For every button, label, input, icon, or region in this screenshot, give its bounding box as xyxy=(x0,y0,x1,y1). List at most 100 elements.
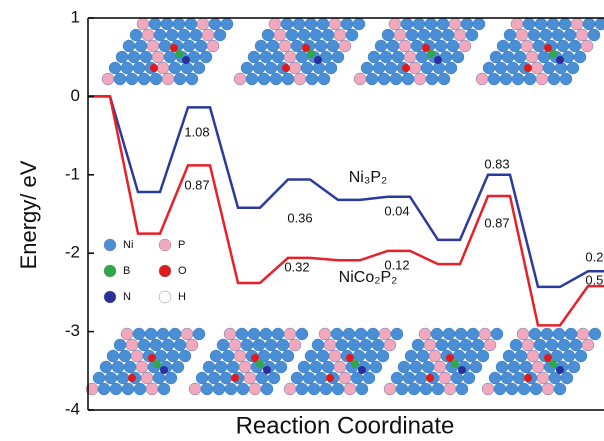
atom xyxy=(270,350,282,362)
atom xyxy=(260,51,272,63)
atom xyxy=(296,328,308,340)
atom xyxy=(408,383,420,395)
atom xyxy=(426,374,434,382)
atom xyxy=(158,383,170,395)
atom xyxy=(377,350,389,362)
atom xyxy=(558,339,570,351)
atom xyxy=(535,18,547,30)
atom xyxy=(445,62,457,74)
atom xyxy=(530,383,542,395)
atom xyxy=(197,18,209,30)
atom xyxy=(465,350,477,362)
atom xyxy=(542,383,554,395)
atom xyxy=(379,328,391,340)
atom xyxy=(277,339,289,351)
atom xyxy=(533,40,545,52)
atom xyxy=(260,328,272,340)
atom xyxy=(403,372,415,384)
atom xyxy=(373,62,385,74)
atom xyxy=(451,360,459,368)
atom xyxy=(554,383,566,395)
atom xyxy=(494,383,506,395)
atom xyxy=(514,51,526,63)
atom xyxy=(438,73,450,85)
atom xyxy=(490,51,502,63)
atom xyxy=(412,339,424,351)
atom xyxy=(549,360,557,368)
atom xyxy=(589,328,601,340)
atom xyxy=(169,62,181,74)
key-swatch xyxy=(104,291,116,303)
atom xyxy=(102,73,114,85)
atom xyxy=(265,62,277,74)
atom xyxy=(394,29,406,41)
atom xyxy=(291,40,303,52)
atom xyxy=(185,18,197,30)
atom xyxy=(375,40,387,52)
atom xyxy=(160,366,168,374)
atom xyxy=(307,50,315,58)
atom xyxy=(298,361,310,373)
atom xyxy=(150,73,162,85)
atom xyxy=(419,328,431,340)
atom xyxy=(121,328,133,340)
atom xyxy=(563,350,575,362)
atom xyxy=(317,350,329,362)
atom xyxy=(522,339,534,351)
key-swatch xyxy=(159,239,171,251)
atom xyxy=(409,62,421,74)
atom xyxy=(138,73,150,85)
series-label: NiCo₂P₂ xyxy=(339,269,398,286)
barrier-label: 0.50 xyxy=(585,272,604,287)
atom xyxy=(391,372,403,384)
atom xyxy=(531,62,543,74)
atom xyxy=(512,73,524,85)
atom xyxy=(410,361,422,373)
atom xyxy=(186,73,198,85)
atom xyxy=(430,29,442,41)
atom xyxy=(217,339,229,351)
atom xyxy=(583,18,595,30)
atom xyxy=(150,64,158,72)
atom xyxy=(165,372,177,384)
atom xyxy=(384,339,396,351)
atom xyxy=(477,350,489,362)
key-label: P xyxy=(178,239,185,251)
atom xyxy=(390,73,402,85)
atom xyxy=(193,62,205,74)
atom xyxy=(517,328,529,340)
atom xyxy=(332,383,344,395)
atom xyxy=(424,339,436,351)
atom xyxy=(133,328,145,340)
atom xyxy=(289,62,301,74)
atom xyxy=(314,56,322,64)
atom xyxy=(365,350,377,362)
atom xyxy=(414,73,426,85)
atom xyxy=(222,350,234,362)
atom xyxy=(570,339,582,351)
atom xyxy=(421,62,433,74)
y-tick-label: -4 xyxy=(65,399,80,418)
slab xyxy=(354,18,485,85)
atom xyxy=(310,29,322,41)
atom xyxy=(331,328,343,340)
atom xyxy=(473,18,485,30)
atom xyxy=(448,339,460,351)
atom xyxy=(241,339,253,351)
atom xyxy=(553,328,565,340)
atom xyxy=(282,350,294,362)
atom xyxy=(422,361,434,373)
atom xyxy=(229,339,241,351)
atom xyxy=(178,29,190,41)
atom xyxy=(404,51,416,63)
atom xyxy=(152,51,164,63)
atom xyxy=(234,73,246,85)
atom xyxy=(174,339,186,351)
atom xyxy=(455,328,467,340)
atom xyxy=(166,29,178,41)
key-swatch xyxy=(159,291,171,303)
atom xyxy=(546,339,558,351)
atom xyxy=(172,361,184,373)
atom xyxy=(128,51,140,63)
atom xyxy=(319,328,331,340)
